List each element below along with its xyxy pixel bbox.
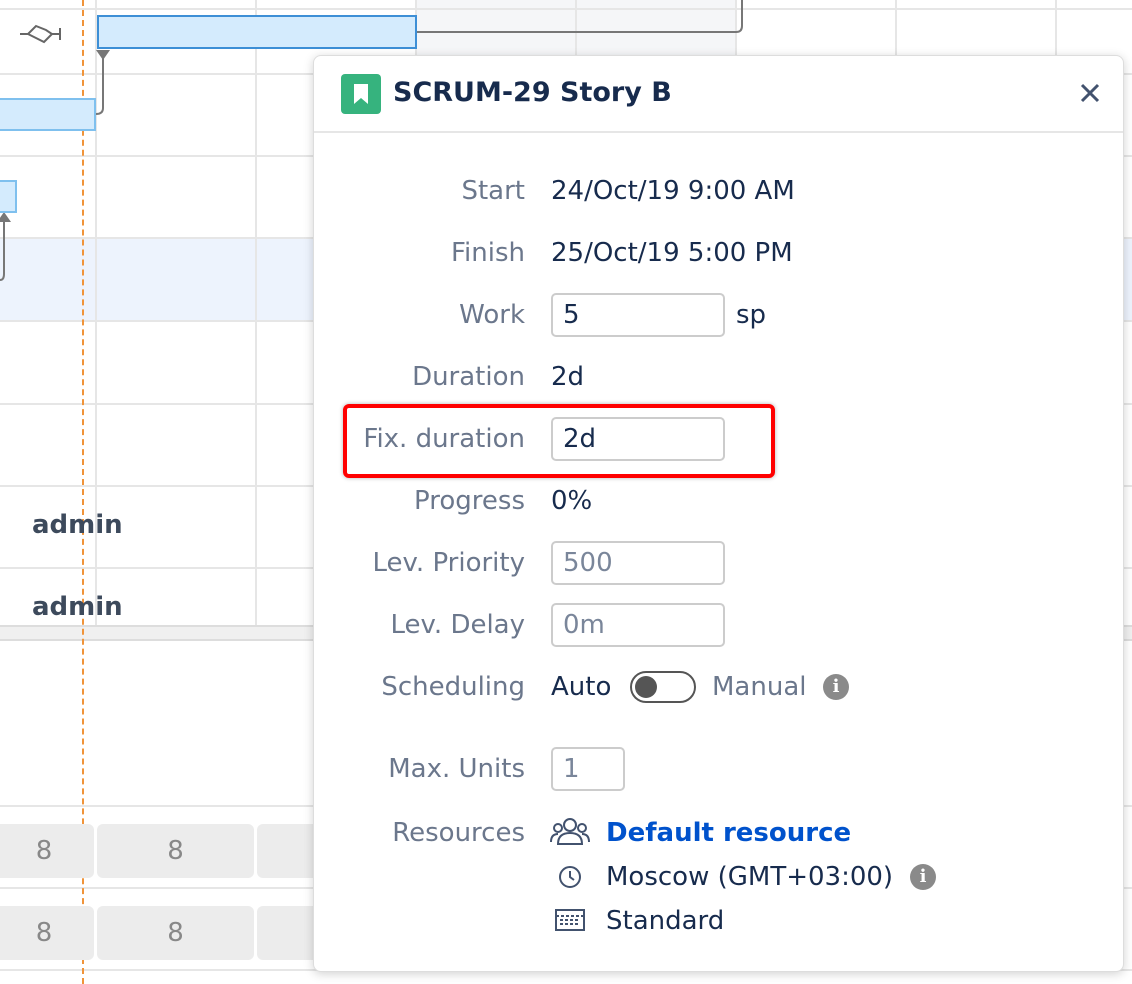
calendar: Standard xyxy=(606,906,725,936)
popup-title: SCRUM-29 Story B xyxy=(393,77,672,108)
arrow xyxy=(96,50,110,60)
max-units-input[interactable]: 1 xyxy=(551,747,625,791)
field-label: Finish xyxy=(450,238,525,268)
field-label: Resources xyxy=(392,818,525,848)
scheduling-toggle[interactable] xyxy=(630,671,696,703)
work-input[interactable]: 5 xyxy=(551,293,725,337)
task-popup: SCRUM-29 Story B Start 24/Oct/19 9:00 AM… xyxy=(313,55,1124,972)
field-label: Max. Units xyxy=(388,754,525,784)
hours-cell: 8 xyxy=(97,906,254,960)
link xyxy=(0,222,5,281)
hours-cell: 8 xyxy=(97,824,254,878)
task-bar[interactable] xyxy=(0,180,17,213)
today-line xyxy=(82,0,84,984)
field-label: Fix. duration xyxy=(363,424,525,454)
gantt-links xyxy=(0,0,743,281)
story-icon xyxy=(341,74,381,114)
field-label: Scheduling xyxy=(381,672,525,702)
clock-icon xyxy=(559,866,581,888)
info-icon[interactable]: i xyxy=(910,864,936,890)
close-button[interactable] xyxy=(1080,83,1100,103)
grid-line xyxy=(895,0,897,74)
assignee: admin xyxy=(32,592,123,622)
grid-line xyxy=(575,0,577,74)
info-icon[interactable]: i xyxy=(823,674,849,700)
field-value: 2d xyxy=(551,362,585,392)
option-manual[interactable]: Manual xyxy=(712,672,807,702)
field-label: Work xyxy=(459,300,525,330)
hours-cell: 8 xyxy=(0,824,94,878)
milestone-icon[interactable] xyxy=(20,24,61,44)
field-value: 24/Oct/19 9:00 AM xyxy=(551,176,795,206)
unit: sp xyxy=(736,300,767,330)
field-label: Duration xyxy=(412,362,525,392)
grid-line xyxy=(255,0,257,625)
grid-line xyxy=(735,0,737,74)
timezone: Moscow (GMT+03:00) xyxy=(606,862,894,892)
fix-duration-input[interactable]: 2d xyxy=(551,417,725,461)
resource-icon xyxy=(550,818,590,845)
lev-delay-input[interactable]: 0m xyxy=(551,603,725,647)
field-label: Lev. Delay xyxy=(390,610,525,640)
field-value: 25/Oct/19 5:00 PM xyxy=(551,238,793,268)
grid-line xyxy=(0,8,1132,10)
link xyxy=(95,56,104,115)
grid-line xyxy=(1055,0,1057,74)
task-bar[interactable] xyxy=(97,15,417,49)
option-auto[interactable]: Auto xyxy=(551,672,612,702)
calendar-icon xyxy=(555,909,585,931)
link xyxy=(416,0,743,33)
resource-link[interactable]: Default resource xyxy=(606,818,852,848)
hours-cell: 8 xyxy=(0,906,94,960)
grid-line xyxy=(95,0,97,625)
lev-priority-input[interactable]: 500 xyxy=(551,541,725,585)
popup-header xyxy=(314,56,1123,133)
field-label: Start xyxy=(461,176,525,206)
arrow xyxy=(0,212,11,222)
assignee: admin xyxy=(32,510,123,540)
toggle-knob xyxy=(635,676,657,698)
highlight-box xyxy=(343,404,775,478)
field-label: Lev. Priority xyxy=(372,548,525,578)
task-bar[interactable] xyxy=(0,98,96,131)
field-value: 0% xyxy=(551,486,593,516)
field-label: Progress xyxy=(414,486,525,516)
